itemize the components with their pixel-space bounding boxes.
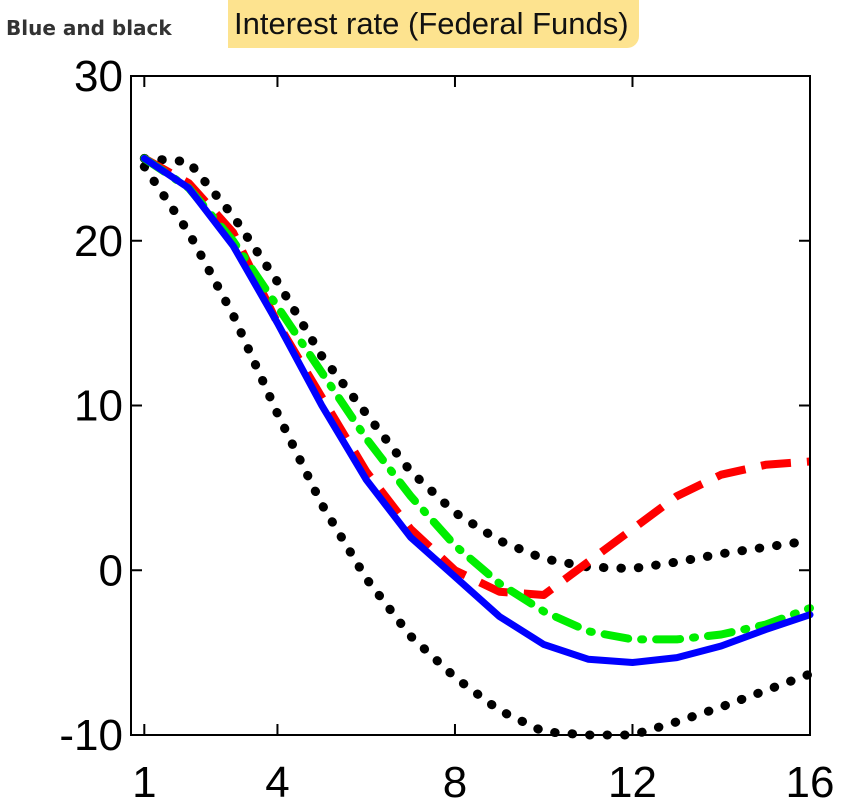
x-tick-label: 12 [608,758,657,805]
x-tick-label: 8 [443,758,467,805]
series-line-solid [140,154,814,666]
series-line-dotted [139,153,815,574]
y-tick-label: 0 [99,546,123,595]
y-tick-label: -10 [59,711,123,760]
axis-layer: -10 0 10 20 30 1 4 8 12 16 [59,52,834,805]
x-tick-label: 1 [132,758,156,805]
side-label: Blue and black [6,16,172,40]
series-layer [139,153,815,740]
series-line-dashdot [140,154,814,644]
x-tick-label: 4 [265,758,289,805]
y-tick-label: 30 [74,52,123,101]
y-tick-label: 20 [74,217,123,266]
series-line-dotted [139,162,815,740]
chart-title: Interest rate (Federal Funds) [228,0,639,48]
series-line-dashed [142,154,811,599]
y-tick-label: 10 [74,382,123,431]
x-tick-label: 16 [786,758,835,805]
